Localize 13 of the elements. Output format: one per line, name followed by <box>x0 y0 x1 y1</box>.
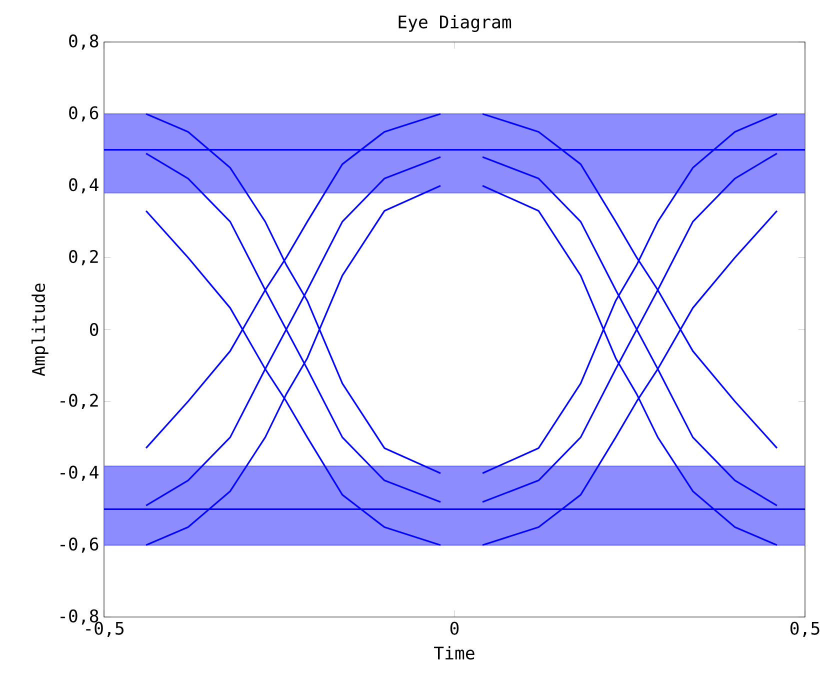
y-tick-label: 0,6 <box>69 106 98 122</box>
y-tick-label: 0,4 <box>69 178 98 194</box>
y-tick-label: 0,2 <box>69 250 98 266</box>
y-tick-label: 0 <box>90 322 98 336</box>
x-axis-title: Time <box>434 646 474 660</box>
y-tick-label: -0,6 <box>60 537 98 553</box>
x-tick-label: 0 <box>450 622 459 635</box>
y-tick-label: 0,8 <box>69 34 98 50</box>
x-tick-label: 0,5 <box>790 622 820 637</box>
y-tick-label: -0,2 <box>60 394 98 410</box>
chart-title: Eye Diagram <box>398 15 512 32</box>
y-axis-title: Amplitude <box>32 284 48 376</box>
y-tick-label: -0,4 <box>60 466 98 481</box>
